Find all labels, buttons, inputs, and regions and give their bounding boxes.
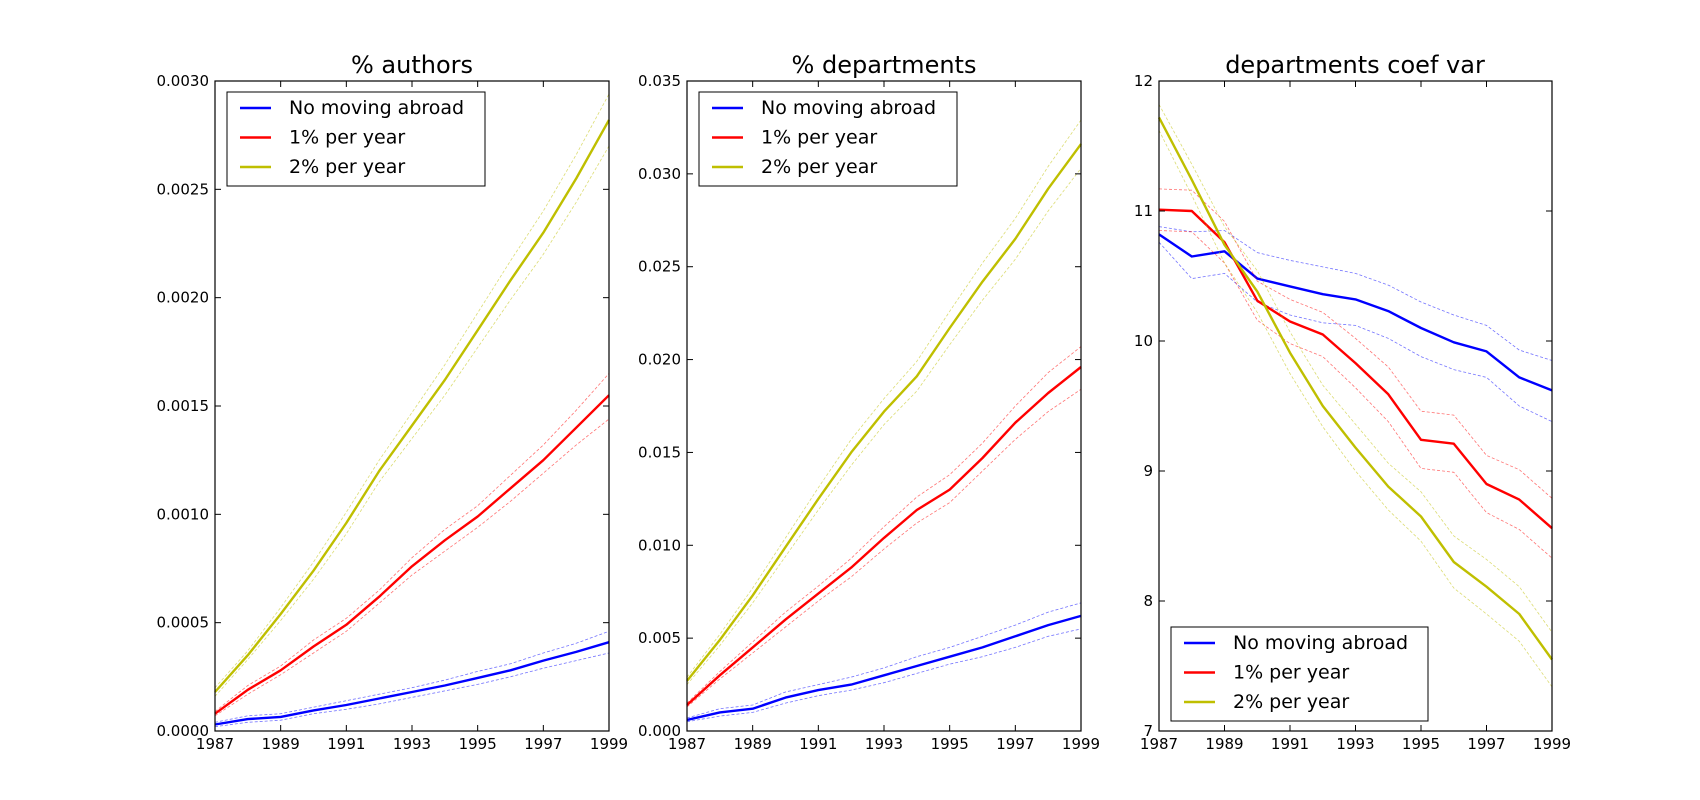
x-tick-label: 1995 bbox=[931, 735, 969, 753]
series-upper-bound-line bbox=[1158, 226, 1553, 361]
chart-marks bbox=[1157, 104, 1553, 688]
series-lower-bound-line bbox=[686, 388, 1082, 708]
y-tick-label: 7 bbox=[1143, 722, 1153, 740]
series-upper-bound-line bbox=[214, 373, 610, 712]
y-tick-label: 8 bbox=[1143, 592, 1153, 610]
y-tick-label: 0.0000 bbox=[157, 722, 210, 740]
x-tick-label: 1991 bbox=[1271, 735, 1309, 753]
legend-label: 2% per year bbox=[1233, 691, 1349, 713]
legend-label: No moving abroad bbox=[289, 97, 464, 119]
series-upper-bound-line bbox=[214, 630, 610, 723]
chart-panel-coef-var: departments coef var 1987 1989 1991 1993 199… bbox=[1134, 51, 1571, 753]
legend-label: 2% per year bbox=[761, 156, 877, 178]
x-tick-label: 1989 bbox=[1205, 735, 1243, 753]
series-lower-bound-line bbox=[1158, 241, 1553, 422]
y-tick-label: 0.0010 bbox=[157, 505, 210, 523]
chart-panel-departments: % departments 1987 1989 1991 1993 1995 1997 19… bbox=[638, 51, 1100, 753]
series-upper-bound-line bbox=[1158, 104, 1553, 633]
y-tick-label: 0.0025 bbox=[157, 180, 210, 198]
series-line bbox=[214, 119, 611, 693]
chart-title: departments coef var bbox=[1225, 51, 1485, 79]
x-tick-label: 1995 bbox=[1402, 735, 1440, 753]
x-tick-label: 1991 bbox=[327, 735, 365, 753]
chart-title: % authors bbox=[351, 51, 473, 79]
legend-label: 2% per year bbox=[289, 156, 405, 178]
x-tick-label: 1997 bbox=[996, 735, 1034, 753]
series-line bbox=[214, 394, 610, 715]
x-tick-label: 1993 bbox=[393, 735, 431, 753]
x-tick-label: 1989 bbox=[262, 735, 300, 753]
y-tick-label: 0.000 bbox=[638, 722, 681, 740]
legend-label: No moving abroad bbox=[1233, 632, 1408, 654]
y-tick-label: 10 bbox=[1134, 332, 1153, 350]
y-tick-label: 0.025 bbox=[638, 258, 681, 276]
x-tick-label: 1987 bbox=[196, 735, 234, 753]
x-tick-label: 1987 bbox=[668, 735, 706, 753]
legend-label: 1% per year bbox=[761, 127, 877, 149]
series-line bbox=[1157, 116, 1553, 661]
chart-title: % departments bbox=[792, 51, 977, 79]
y-tick-label: 0.0030 bbox=[157, 72, 210, 90]
x-tick-label: 1993 bbox=[865, 735, 903, 753]
legend: No moving abroad 1% per year 2% per year bbox=[1170, 626, 1429, 722]
x-tick-label: 1993 bbox=[1336, 735, 1374, 753]
y-tick-label: 0.015 bbox=[638, 443, 681, 461]
series-line bbox=[686, 143, 1082, 682]
chart-ticks: 1987 1989 1991 1993 1995 1997 1999 0.0000 0.0005… bbox=[157, 72, 629, 753]
x-tick-label: 1997 bbox=[524, 735, 562, 753]
y-tick-label: 11 bbox=[1134, 202, 1153, 220]
legend-label: 1% per year bbox=[289, 127, 405, 149]
series-upper-bound-line bbox=[686, 119, 1082, 678]
series-lower-bound-line bbox=[686, 168, 1082, 685]
series-lower-bound-line bbox=[214, 652, 610, 728]
series-line bbox=[686, 366, 1082, 706]
legend-label: No moving abroad bbox=[761, 97, 936, 119]
x-tick-label: 1997 bbox=[1467, 735, 1505, 753]
series-lower-bound-line bbox=[686, 628, 1082, 723]
y-tick-label: 0.030 bbox=[638, 165, 681, 183]
series-upper-bound-line bbox=[1158, 188, 1553, 499]
legend-label: 1% per year bbox=[1233, 662, 1349, 684]
chart-panel-authors: % authors 1987 1989 1991 1993 1995 1997 1999 0.… bbox=[157, 51, 629, 753]
y-tick-label: 0.035 bbox=[638, 72, 681, 90]
y-tick-label: 12 bbox=[1134, 72, 1153, 90]
series-line bbox=[1158, 233, 1553, 392]
series-lower-bound-line bbox=[214, 145, 610, 697]
x-tick-label: 1999 bbox=[1533, 735, 1571, 753]
series-lower-bound-line bbox=[214, 418, 610, 717]
y-tick-label: 9 bbox=[1143, 462, 1153, 480]
y-tick-label: 0.010 bbox=[638, 536, 681, 554]
x-tick-label: 1999 bbox=[590, 735, 628, 753]
series-lower-bound-line bbox=[1158, 130, 1553, 688]
x-tick-label: 1987 bbox=[1140, 735, 1178, 753]
chart-ticks: 1987 1989 1991 1993 1995 1997 1999 7 8 9 10 11 12 bbox=[1134, 72, 1571, 753]
y-tick-label: 0.0020 bbox=[157, 289, 210, 307]
series-line bbox=[214, 641, 610, 726]
y-tick-label: 0.020 bbox=[638, 351, 681, 369]
y-tick-label: 0.005 bbox=[638, 629, 681, 647]
x-tick-label: 1991 bbox=[799, 735, 837, 753]
chart-marks bbox=[214, 93, 611, 728]
series-upper-bound-line bbox=[686, 602, 1082, 719]
chart-ticks: 1987 1989 1991 1993 1995 1997 1999 0.000 0.005 0.… bbox=[638, 72, 1100, 753]
legend: No moving abroad 1% per year 2% per year bbox=[226, 91, 486, 187]
x-tick-label: 1989 bbox=[734, 735, 772, 753]
y-tick-label: 0.0015 bbox=[157, 397, 210, 415]
x-tick-label: 1999 bbox=[1062, 735, 1100, 753]
chart-marks bbox=[686, 119, 1082, 723]
x-tick-label: 1995 bbox=[459, 735, 497, 753]
legend: No moving abroad 1% per year 2% per year bbox=[698, 91, 958, 187]
y-tick-label: 0.0005 bbox=[157, 614, 210, 632]
series-line bbox=[686, 614, 1082, 722]
